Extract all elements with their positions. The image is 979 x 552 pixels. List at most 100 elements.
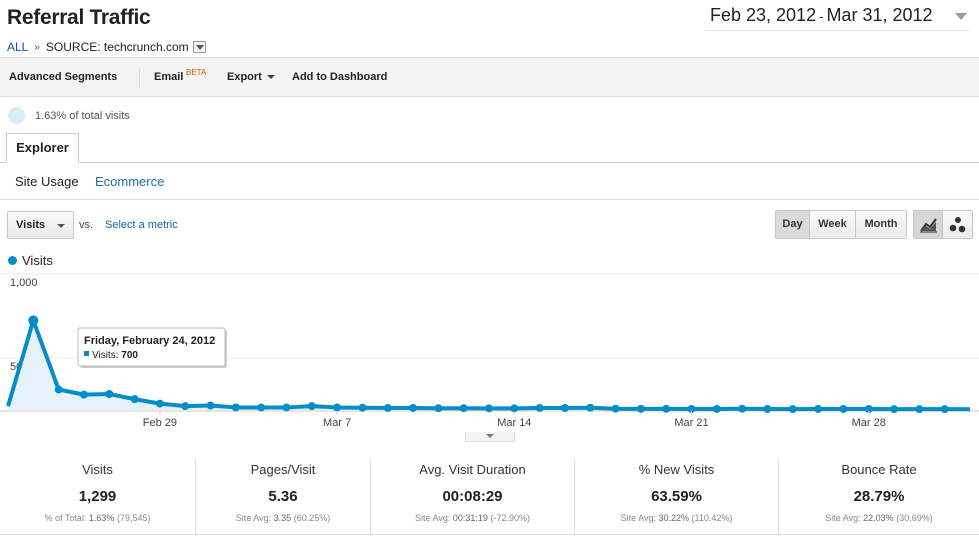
beta-badge: BETA: [186, 68, 207, 77]
chevron-down-icon: [955, 13, 967, 20]
metric-sub-extra: (79,545): [116, 513, 151, 523]
data-point: [611, 404, 620, 413]
breadcrumb-all-link[interactable]: ALL: [7, 40, 29, 54]
metric-value: 28.79%: [853, 488, 905, 505]
metric-sub-value: 3.35: [273, 513, 292, 523]
month-button[interactable]: Month: [856, 211, 906, 238]
data-point: [560, 403, 569, 412]
y-tick-label: 1,000: [10, 277, 38, 289]
legend-dot-icon: [8, 256, 17, 265]
data-point: [687, 404, 696, 413]
data-point: [307, 402, 316, 411]
metric-sub-label: % of Total:: [44, 513, 87, 523]
summary-new-visits: % New Visits 63.59% Site Avg: 30.22% (11…: [575, 459, 779, 534]
email-label: Email: [154, 71, 184, 83]
toolbar-divider: [139, 68, 140, 88]
metric-label: % New Visits: [638, 462, 715, 477]
data-point: [738, 404, 747, 413]
metric-sub-extra: (-72.90%): [490, 513, 530, 523]
date-range-start: Feb 23, 2012: [710, 5, 817, 25]
data-point: [535, 403, 544, 412]
data-point: [839, 404, 848, 413]
export-button[interactable]: Export: [227, 71, 275, 83]
metric-sub-value: 22.03%: [863, 513, 894, 523]
select-metric-link[interactable]: Select a metric: [105, 219, 178, 231]
x-tick-label: Mar 28: [852, 417, 886, 428]
data-point: [181, 402, 190, 411]
metric-sub-label: Site Avg:: [620, 513, 656, 523]
breadcrumb-source: SOURCE: techcrunch.com: [45, 40, 189, 54]
breadcrumb-separator: »: [34, 41, 40, 53]
metric-select[interactable]: Visits: [7, 211, 74, 239]
summary-metrics: Visits 1,299 % of Total: 1.63% (79,545) …: [0, 459, 979, 534]
metric-sub: Site Avg: 00:31:19 (-72.90%): [371, 513, 574, 523]
metric-label: Visits: [82, 462, 113, 477]
page-title: Referral Traffic: [7, 6, 151, 29]
motion-chart-button[interactable]: [943, 211, 972, 238]
metric-sub-extra: (110.42%): [691, 513, 733, 523]
data-point: [814, 404, 823, 413]
x-tick-label: Feb 29: [143, 417, 177, 428]
data-point: [434, 404, 443, 413]
export-label: Export: [227, 71, 262, 83]
data-point: [155, 399, 164, 408]
segment-percent: 1.63% of total visits: [35, 109, 130, 122]
metric-value: 1,299: [78, 488, 117, 505]
data-point: [915, 405, 924, 414]
data-point: [358, 403, 367, 412]
subtab-ecommerce[interactable]: Ecommerce: [95, 174, 165, 189]
tooltip-title: Friday, February 24, 2012: [84, 335, 215, 347]
metric-sub: Site Avg: 22.03% (30.69%): [779, 513, 979, 523]
summary-bounce-rate: Bounce Rate 28.79% Site Avg: 22.03% (30.…: [779, 459, 979, 534]
data-point: [890, 405, 899, 414]
granularity-buttons: Day Week Month: [775, 210, 907, 239]
breadcrumb: ALL » SOURCE: techcrunch.com: [7, 40, 206, 54]
data-point: [257, 403, 266, 412]
metric-sub-value: 30.22%: [658, 513, 690, 523]
x-tick-label: Mar 14: [497, 417, 531, 428]
x-tick-label: Mar 21: [674, 417, 708, 428]
data-point: [864, 404, 873, 413]
metric-sub-label: Site Avg:: [235, 513, 272, 523]
metric-sub-label: Site Avg:: [825, 513, 861, 523]
series-area: [8, 320, 970, 410]
segment-summary: 1.63% of total visits: [8, 107, 130, 124]
subtab-site-usage[interactable]: Site Usage: [15, 174, 79, 189]
add-to-dashboard-button[interactable]: Add to Dashboard: [292, 71, 388, 83]
data-point: [383, 403, 392, 412]
data-point: [206, 401, 215, 410]
line-chart-button[interactable]: [914, 211, 943, 238]
chart-collapse-toggle[interactable]: [465, 432, 515, 442]
data-point: [763, 404, 772, 413]
metric-sub: % of Total: 1.63% (79,545): [0, 513, 195, 523]
tooltip-series-icon: [84, 351, 89, 356]
data-point: [28, 315, 39, 326]
data-point: [231, 403, 240, 412]
vs-label: vs.: [79, 219, 94, 231]
tab-explorer[interactable]: Explorer: [6, 133, 79, 163]
date-range-picker[interactable]: Feb 23, 2012 - Mar 31, 2012: [705, 1, 969, 31]
source-dropdown-button[interactable]: [192, 41, 206, 53]
week-button[interactable]: Week: [810, 211, 856, 238]
legend-series-name: Visits: [22, 253, 53, 268]
day-button[interactable]: Day: [776, 211, 810, 238]
report-toolbar: Advanced Segments Email BETA Export Add …: [0, 57, 979, 97]
tooltip-box: [77, 327, 226, 367]
metric-value: 00:08:29: [442, 488, 503, 505]
data-point: [788, 405, 797, 414]
metric-sub: Site Avg: 30.22% (110.42%): [575, 513, 778, 523]
metric-label: Bounce Rate: [841, 462, 917, 477]
metric-label: Avg. Visit Duration: [419, 462, 526, 477]
summary-visits: Visits 1,299 % of Total: 1.63% (79,545): [0, 459, 196, 534]
summary-pages-visit: Pages/Visit 5.36 Site Avg: 3.35 (60.25%): [196, 459, 371, 534]
data-point: [105, 390, 114, 398]
data-point: [712, 404, 721, 413]
data-point: [79, 390, 88, 399]
email-button[interactable]: Email BETA: [154, 68, 206, 83]
x-tick-label: Mar 7: [323, 417, 351, 428]
data-point: [586, 403, 595, 412]
advanced-segments-button[interactable]: Advanced Segments: [9, 71, 118, 83]
date-range-end: Mar 31, 2012: [826, 5, 933, 25]
data-point: [54, 385, 63, 394]
